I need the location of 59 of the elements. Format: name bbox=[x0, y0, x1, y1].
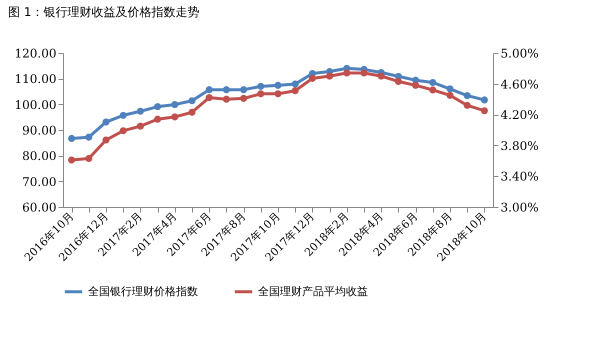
point bbox=[154, 103, 162, 110]
point bbox=[257, 90, 264, 98]
y-tick-label: 100.00 bbox=[14, 98, 56, 112]
chart-title: 图 1：银行理财收益及价格指数走势 bbox=[8, 5, 200, 19]
point bbox=[85, 154, 92, 162]
point bbox=[412, 82, 420, 89]
point bbox=[480, 96, 488, 104]
point bbox=[257, 82, 264, 90]
point bbox=[343, 69, 350, 77]
point bbox=[326, 72, 334, 80]
point bbox=[292, 87, 299, 94]
point bbox=[480, 107, 488, 114]
point bbox=[136, 122, 144, 130]
point bbox=[120, 127, 127, 134]
point bbox=[429, 78, 436, 86]
point bbox=[188, 97, 196, 104]
point bbox=[102, 136, 110, 144]
y-tick-label: 80.00 bbox=[22, 149, 56, 164]
y2-tick-label: 4.60% bbox=[500, 77, 539, 92]
point bbox=[171, 101, 178, 108]
point bbox=[378, 72, 385, 80]
y2-tick-label: 5.00% bbox=[500, 46, 539, 60]
point bbox=[394, 78, 402, 86]
point bbox=[446, 85, 454, 92]
point bbox=[274, 82, 282, 89]
point bbox=[360, 69, 368, 77]
point bbox=[446, 92, 454, 99]
y-tick-label: 60.00 bbox=[22, 200, 56, 214]
point bbox=[136, 108, 144, 115]
point bbox=[206, 94, 213, 102]
point bbox=[292, 80, 299, 88]
point bbox=[171, 113, 178, 120]
y2-tick-label: 4.20% bbox=[500, 108, 539, 122]
point bbox=[68, 156, 76, 164]
point bbox=[222, 86, 230, 94]
legend-label: 全国银行理财价格指数 bbox=[88, 284, 198, 298]
y-tick-label: 110.00 bbox=[14, 72, 56, 86]
y-tick-label: 120.00 bbox=[14, 46, 56, 60]
y-tick-label: 90.00 bbox=[22, 124, 56, 138]
point bbox=[188, 108, 196, 116]
point bbox=[464, 92, 471, 100]
point bbox=[464, 102, 471, 109]
point bbox=[240, 94, 248, 102]
y2-tick-label: 3.00% bbox=[500, 200, 539, 214]
y-tick-label: 70.00 bbox=[22, 174, 56, 189]
point bbox=[308, 74, 316, 82]
y2-tick-label: 3.80% bbox=[500, 138, 539, 153]
point bbox=[154, 116, 162, 123]
point bbox=[222, 96, 230, 103]
point bbox=[274, 90, 282, 98]
point bbox=[68, 134, 76, 142]
point bbox=[429, 86, 436, 94]
point bbox=[240, 86, 248, 94]
point bbox=[120, 112, 127, 119]
legend-label: 全国理财产品平均收益 bbox=[258, 284, 368, 298]
y2-tick-label: 3.40% bbox=[500, 170, 539, 184]
point bbox=[102, 118, 110, 126]
point bbox=[206, 86, 213, 94]
point bbox=[85, 134, 92, 141]
